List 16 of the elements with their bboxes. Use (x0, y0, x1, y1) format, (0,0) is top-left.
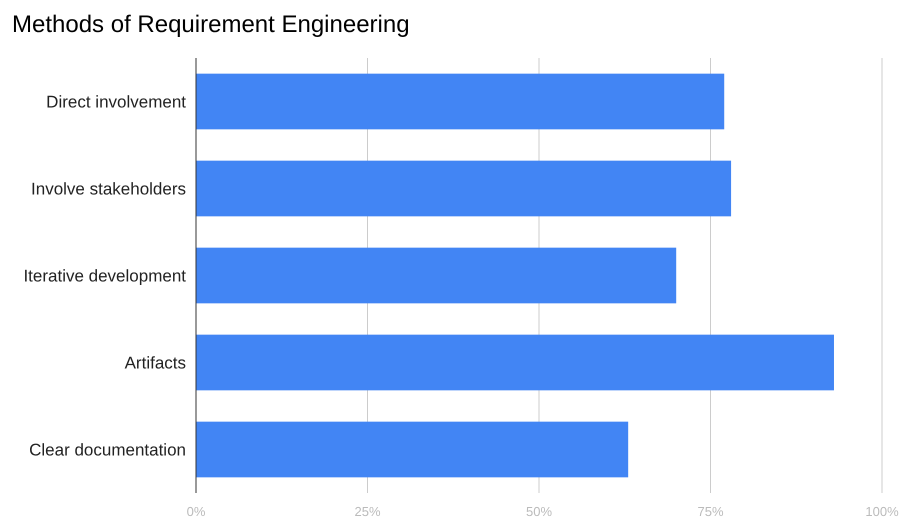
y-tick-label: Iterative development (23, 266, 186, 286)
x-tick-label: 0% (186, 504, 206, 520)
x-tick-label: 75% (697, 504, 724, 520)
x-tick-label: 100% (865, 504, 900, 520)
bar (196, 334, 834, 390)
y-tick-label: Involve stakeholders (31, 179, 186, 198)
bar (196, 422, 628, 478)
bar (196, 74, 724, 130)
x-tick-label: 50% (526, 504, 552, 520)
y-tick-label: Artifacts (124, 353, 186, 372)
y-tick-label: Clear documentation (29, 440, 186, 460)
bar (196, 160, 732, 216)
chart-title: Methods of Requirement Engineering (12, 11, 410, 38)
bar (196, 248, 676, 304)
y-tick-label: Direct involvement (46, 92, 186, 112)
x-tick-label: 25% (354, 504, 381, 520)
